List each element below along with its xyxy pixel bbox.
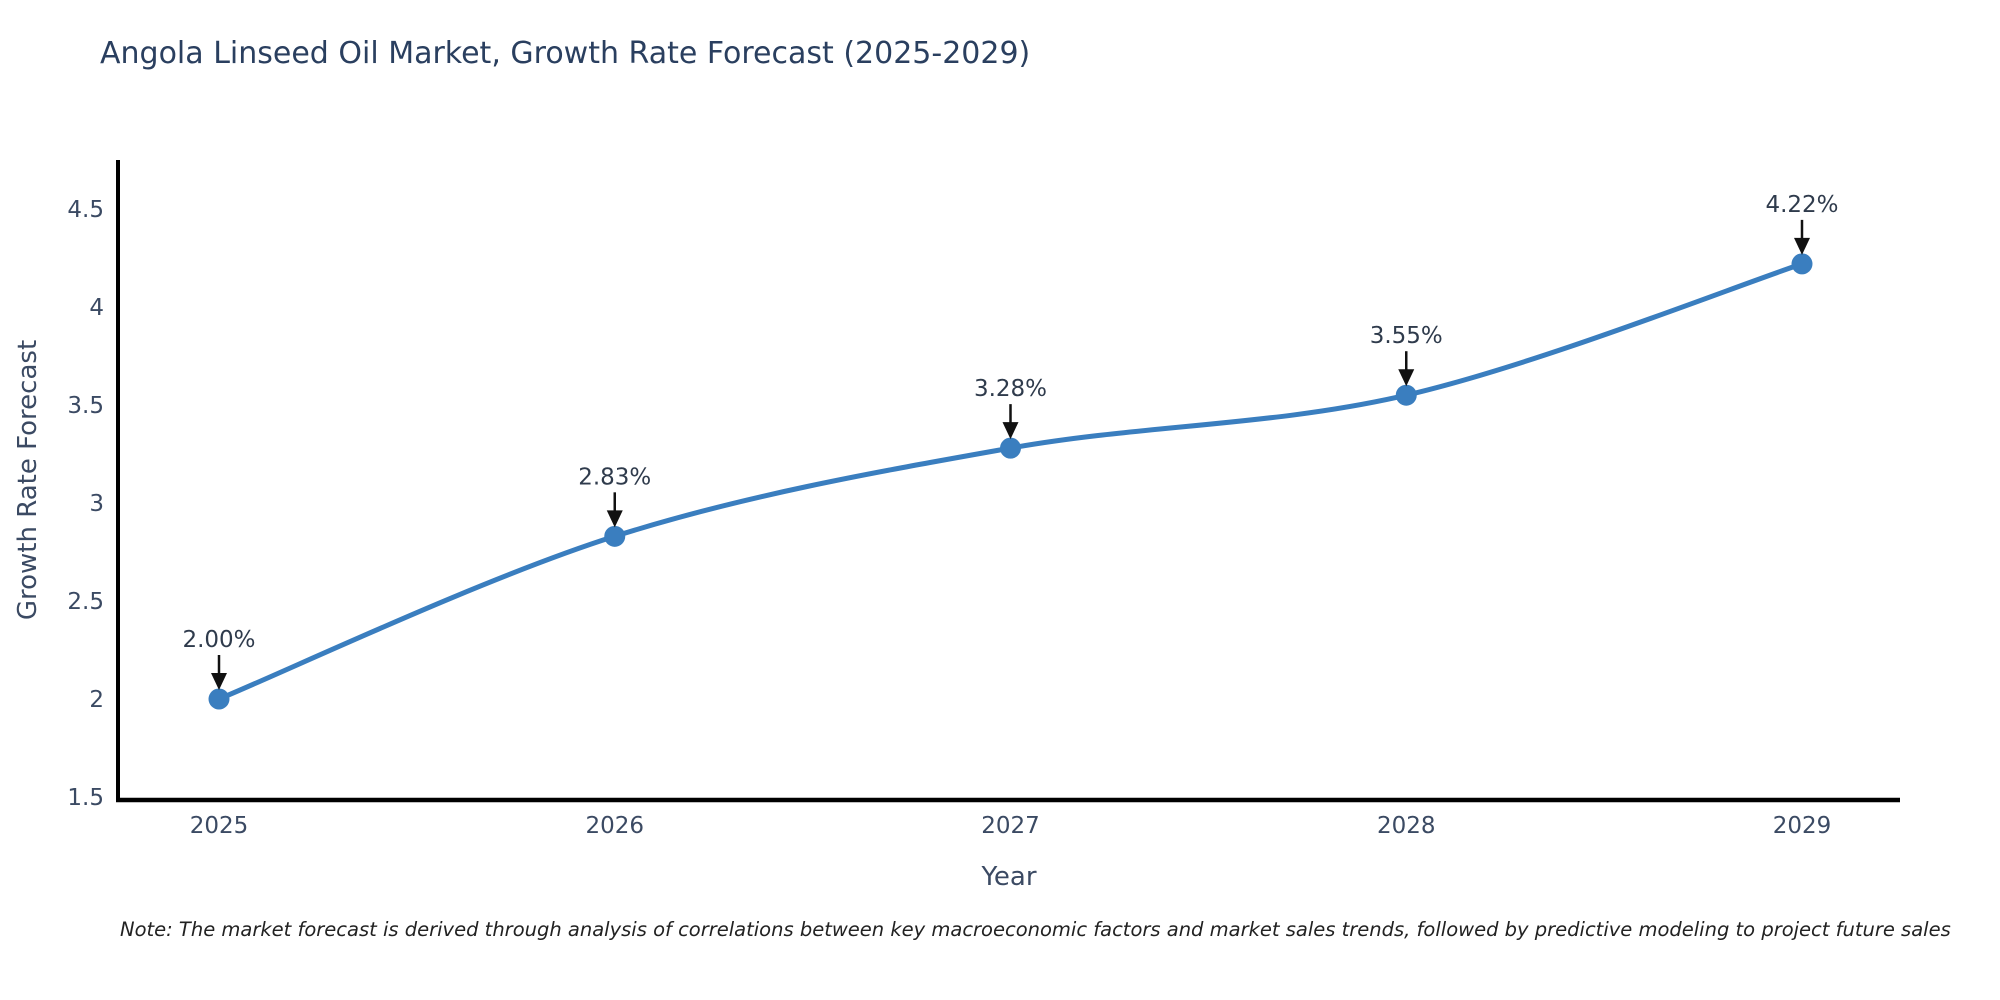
point-value-label: 3.28% [974,376,1047,402]
point-value-label: 3.55% [1370,323,1443,349]
data-point [1395,384,1417,406]
chart-title: Angola Linseed Oil Market, Growth Rate F… [100,36,1031,71]
annotation-arrow-head [1794,237,1810,255]
annotation-arrow-head [1398,369,1415,387]
y-tick-label: 2.5 [67,589,104,615]
data-point [208,688,230,710]
footnote: Note: The market forecast is derived thr… [120,918,1951,941]
annotation-arrow-head [211,673,227,690]
x-tick-label: 2028 [1377,813,1436,839]
annotation-arrow-head [1002,422,1019,440]
y-tick-label: 2 [89,687,104,713]
point-value-label: 2.83% [578,464,651,490]
y-tick-label: 4 [89,295,104,321]
y-tick-label: 1.5 [67,785,104,811]
x-tick-label: 2029 [1773,813,1832,839]
x-tick-label: 2026 [585,813,644,839]
point-value-label: 2.00% [182,627,255,653]
data-point [1000,437,1021,459]
data-point [604,525,626,547]
point-value-label: 4.22% [1765,192,1838,218]
annotation-arrow-head [606,510,623,528]
data-point [1791,253,1813,275]
y-tick-label: 4.5 [67,197,104,223]
x-tick-label: 2025 [190,813,249,839]
x-axis-title: Year [981,862,1037,892]
y-tick-label: 3.5 [67,393,104,419]
y-tick-label: 3 [89,491,104,517]
x-tick-label: 2027 [981,813,1040,839]
forecast-line [216,261,1805,702]
